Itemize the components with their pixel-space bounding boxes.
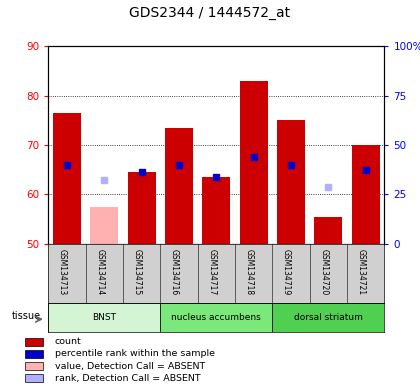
Text: nucleus accumbens: nucleus accumbens — [171, 313, 261, 322]
Text: tissue: tissue — [12, 311, 41, 321]
Bar — [53, 113, 81, 244]
Bar — [202, 177, 230, 244]
Bar — [24, 374, 43, 382]
Bar — [165, 127, 193, 244]
Text: GSM134714: GSM134714 — [95, 248, 104, 295]
Bar — [314, 217, 342, 244]
Text: value, Detection Call = ABSENT: value, Detection Call = ABSENT — [55, 361, 205, 371]
Text: GSM134718: GSM134718 — [244, 248, 254, 295]
Text: GSM134717: GSM134717 — [207, 248, 216, 295]
Text: GDS2344 / 1444572_at: GDS2344 / 1444572_at — [129, 6, 291, 20]
Text: GSM134719: GSM134719 — [282, 248, 291, 295]
Bar — [240, 81, 268, 244]
Text: dorsal striatum: dorsal striatum — [294, 313, 363, 322]
Text: percentile rank within the sample: percentile rank within the sample — [55, 349, 215, 359]
Text: GSM134720: GSM134720 — [319, 248, 328, 295]
Bar — [48, 303, 160, 332]
Bar — [128, 172, 156, 244]
Bar — [352, 145, 380, 244]
Bar — [272, 303, 384, 332]
Text: GSM134721: GSM134721 — [357, 248, 366, 295]
Bar — [24, 338, 43, 346]
Bar — [90, 207, 118, 244]
Bar — [160, 303, 272, 332]
Text: count: count — [55, 338, 81, 346]
Bar — [24, 362, 43, 370]
Text: GSM134716: GSM134716 — [170, 248, 179, 295]
Text: rank, Detection Call = ABSENT: rank, Detection Call = ABSENT — [55, 374, 200, 382]
Text: BNST: BNST — [92, 313, 116, 322]
Text: GSM134713: GSM134713 — [58, 248, 67, 295]
Bar — [277, 120, 305, 244]
Text: GSM134715: GSM134715 — [133, 248, 142, 295]
Bar — [24, 350, 43, 358]
